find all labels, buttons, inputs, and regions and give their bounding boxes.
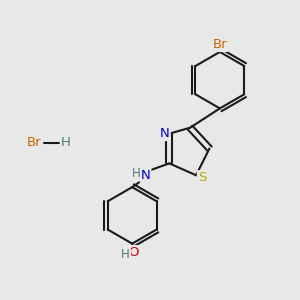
Text: H: H: [121, 248, 130, 260]
Text: Br: Br: [212, 38, 227, 51]
Text: N: N: [160, 127, 170, 140]
Text: H: H: [132, 167, 140, 180]
Text: N: N: [141, 169, 150, 182]
Text: O: O: [129, 246, 139, 259]
Text: Br: Br: [27, 136, 41, 149]
Text: H: H: [61, 136, 71, 149]
Text: S: S: [198, 171, 206, 184]
